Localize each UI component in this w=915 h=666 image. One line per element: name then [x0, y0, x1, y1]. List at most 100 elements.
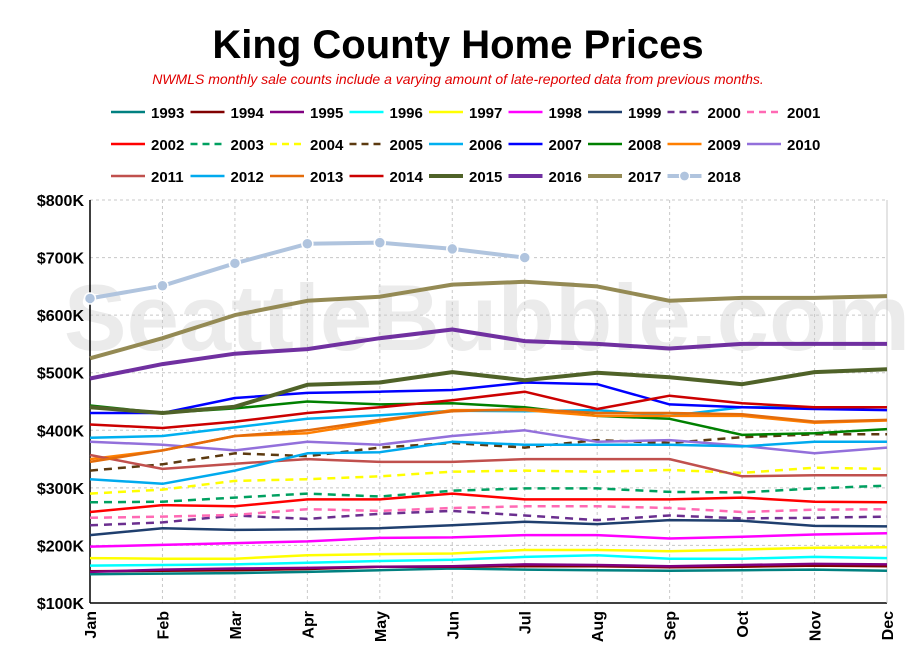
legend-label: 2017 — [628, 169, 661, 186]
legend-label: 1995 — [310, 105, 343, 122]
legend-label: 2005 — [390, 137, 423, 154]
legend-item-2011: 2011 — [111, 169, 184, 186]
data-point-2018 — [446, 242, 459, 256]
legend-item-2002: 2002 — [111, 137, 184, 154]
y-tick-label: $700K — [37, 251, 85, 268]
legend-item-2015: 2015 — [429, 169, 502, 186]
legend-label: 1996 — [390, 105, 423, 122]
x-tick-label: Aug — [590, 611, 607, 642]
y-tick-label: $500K — [37, 366, 85, 383]
y-tick-label: $200K — [37, 538, 85, 555]
data-point-2018 — [301, 237, 314, 251]
legend-label: 2003 — [231, 137, 264, 154]
legend-label: 2012 — [231, 169, 264, 186]
x-tick-label: Dec — [880, 611, 897, 640]
legend-label: 1999 — [628, 105, 661, 122]
series-line-1998 — [89, 532, 888, 548]
y-tick-label: $400K — [37, 423, 85, 440]
series-line-1996 — [89, 553, 888, 567]
x-tick-label: Sep — [663, 611, 680, 641]
legend: 1993 1994 1995 1996 1997 1998 1999 2000 2001 2002… — [111, 105, 820, 186]
legend-item-2005: 2005 — [349, 137, 423, 154]
series-line-1997 — [89, 545, 888, 560]
legend-item-1998: 1998 — [508, 105, 582, 122]
legend-marker — [678, 170, 691, 182]
series-line-2005 — [89, 433, 887, 472]
legend-item-1995: 1995 — [270, 105, 343, 122]
series-line-2015 — [89, 367, 888, 415]
x-tick-label: Oct — [735, 610, 752, 637]
series-line-2010 — [89, 429, 888, 455]
legend-label: 1994 — [231, 105, 265, 122]
series-line-2002 — [89, 492, 888, 514]
legend-label: 2002 — [151, 137, 184, 154]
legend-item-2007: 2007 — [508, 137, 582, 154]
series-line-2014 — [89, 390, 887, 430]
legend-label: 2010 — [787, 137, 820, 154]
legend-item-2009: 2009 — [667, 137, 741, 154]
legend-item-1994: 1994 — [190, 105, 265, 122]
series-line-1999 — [89, 518, 888, 537]
legend-label: 1993 — [151, 105, 184, 122]
axes: $100K $200K $300K $400K $500K $600K $700K $800K… — [37, 193, 897, 642]
y-tick-label: $300K — [37, 481, 85, 498]
x-tick-label: Apr — [300, 611, 317, 639]
legend-item-2006: 2006 — [429, 137, 502, 154]
series-line-2012 — [89, 440, 887, 486]
legend-item-2013: 2013 — [270, 169, 343, 186]
x-tick-label: Feb — [155, 611, 172, 640]
legend-label: 2011 — [151, 169, 184, 186]
series-line-1995 — [89, 562, 888, 574]
y-tick-label: $600K — [37, 308, 85, 325]
series-line-2017 — [89, 279, 888, 361]
legend-item-1993: 1993 — [111, 105, 184, 122]
legend-label: 2014 — [390, 169, 424, 186]
series-line-2001 — [89, 505, 888, 520]
legend-label: 2018 — [708, 169, 741, 186]
legend-item-2004: 2004 — [270, 137, 344, 154]
series-line-2013 — [89, 407, 888, 464]
legend-item-1997: 1997 — [429, 105, 502, 122]
x-tick-label: Jun — [445, 611, 462, 639]
legend-item-2014: 2014 — [349, 169, 424, 186]
series-line-1993 — [89, 567, 888, 576]
legend-label: 1997 — [469, 105, 502, 122]
data-point-2018 — [373, 236, 387, 249]
series-line-2004 — [89, 466, 888, 495]
legend-item-1999: 1999 — [588, 105, 661, 122]
legend-label: 2001 — [787, 105, 820, 122]
chart-subtitle: NWMLS monthly sale counts include a vary… — [152, 71, 764, 87]
legend-label: 2007 — [549, 137, 582, 154]
data-point-2018 — [228, 257, 242, 270]
legend-item-2017: 2017 — [588, 169, 661, 186]
series-line-2003 — [89, 484, 888, 504]
y-tick-label: $100K — [37, 596, 85, 613]
series-line-2007 — [90, 381, 888, 415]
chart-title: King County Home Prices — [212, 23, 703, 67]
legend-label: 2000 — [708, 105, 741, 122]
legend-label: 2004 — [310, 137, 344, 154]
series-line-2000 — [89, 509, 888, 527]
legend-item-2003: 2003 — [190, 137, 264, 154]
x-tick-label: May — [373, 611, 390, 642]
legend-label: 2015 — [469, 169, 502, 186]
legend-item-2008: 2008 — [588, 137, 661, 154]
data-point-2018 — [83, 292, 97, 305]
legend-item-2018: 2018 — [667, 169, 741, 186]
legend-label: 2006 — [469, 137, 502, 154]
legend-label: 2013 — [310, 169, 343, 186]
data-point-2018 — [156, 279, 169, 293]
legend-item-1996: 1996 — [349, 105, 423, 122]
legend-item-2010: 2010 — [747, 137, 820, 154]
x-tick-label: Nov — [808, 611, 825, 641]
legend-item-2000: 2000 — [667, 105, 741, 122]
legend-label: 2016 — [549, 169, 582, 186]
x-tick-label: Jul — [518, 611, 535, 634]
legend-label: 2008 — [628, 137, 661, 154]
watermark: SeattleBubble.com — [64, 265, 910, 370]
x-tick-label: Jan — [83, 611, 100, 639]
legend-item-2001: 2001 — [747, 105, 820, 122]
data-point-2018 — [518, 251, 531, 264]
legend-item-2012: 2012 — [190, 169, 264, 186]
